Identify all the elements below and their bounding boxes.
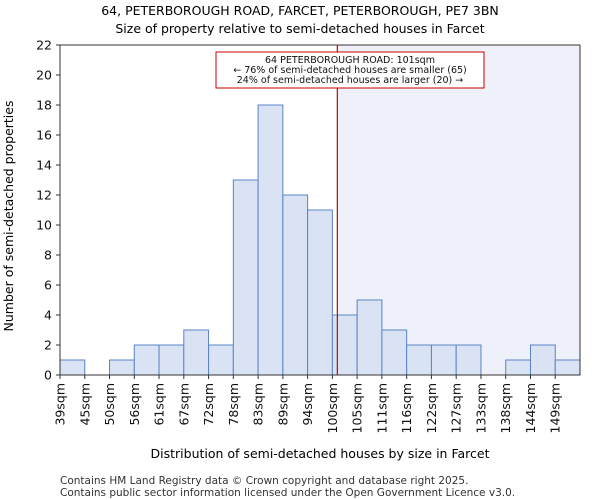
x-tick-label: 72sqm xyxy=(201,383,216,426)
x-tick-label: 122sqm xyxy=(424,383,439,433)
y-tick-label: 6 xyxy=(44,278,52,293)
bar-83sqm xyxy=(257,104,284,376)
x-tick-label: 138sqm xyxy=(498,383,513,433)
x-tick-label: 111sqm xyxy=(374,383,389,433)
x-tick-label: 116sqm xyxy=(399,383,414,433)
bar-50sqm xyxy=(109,359,135,376)
x-tick-label: 50sqm xyxy=(102,383,117,426)
x-tick-label: 94sqm xyxy=(300,383,315,426)
bar-56sqm xyxy=(133,344,160,376)
x-tick-label: 133sqm xyxy=(473,383,488,433)
bar-67sqm xyxy=(183,329,210,376)
annotation-box xyxy=(215,51,485,89)
bar-149sqm xyxy=(554,359,581,376)
bar-61sqm xyxy=(158,344,185,376)
x-axis-label: Distribution of semi-detached houses by … xyxy=(151,446,490,461)
bar-127sqm xyxy=(455,344,482,376)
bar-122sqm xyxy=(430,344,457,376)
x-tick-label: 149sqm xyxy=(548,383,563,433)
x-tick-label: 83sqm xyxy=(251,383,266,426)
y-tick-label: 20 xyxy=(36,68,52,83)
annotation-line-1: 64 PETERBOROUGH ROAD: 101sqm xyxy=(265,55,435,66)
y-tick-label: 2 xyxy=(44,338,52,353)
x-tick-label: 61sqm xyxy=(152,383,167,426)
footer-line-2: Contains public sector information licen… xyxy=(60,487,515,499)
x-tick-label: 105sqm xyxy=(350,383,365,433)
plot-area: 0 2 4 6 8 10 12 14 16 18 20 22 39sqm 45sqm 50sqm 56sqm 6… xyxy=(36,38,581,433)
y-tick-label: 18 xyxy=(36,98,52,113)
bar-72sqm xyxy=(208,344,234,376)
bar-116sqm xyxy=(406,344,432,376)
x-tick-label: 45sqm xyxy=(77,383,92,426)
y-tick-label: 8 xyxy=(44,248,52,263)
y-tick-label: 16 xyxy=(36,128,52,143)
y-tick-label: 22 xyxy=(36,38,52,53)
x-tick-label: 39sqm xyxy=(53,383,68,426)
y-tick-label: 12 xyxy=(36,188,52,203)
x-tick-label: 100sqm xyxy=(325,383,340,433)
x-tick-label: 56sqm xyxy=(127,383,142,426)
bar-89sqm xyxy=(282,194,309,376)
bar-94sqm xyxy=(307,209,333,376)
x-tick-label: 89sqm xyxy=(275,383,290,426)
bar-111sqm xyxy=(381,329,408,376)
y-tick-label: 10 xyxy=(36,218,52,233)
bar-100sqm xyxy=(331,314,358,376)
bar-78sqm xyxy=(232,179,259,376)
bar-39sqm xyxy=(59,359,86,376)
y-tick-label: 4 xyxy=(44,308,52,323)
footer-line-1: Contains HM Land Registry data © Crown c… xyxy=(60,475,468,487)
y-axis-label: Number of semi-detached properties xyxy=(1,101,16,332)
bar-144sqm xyxy=(529,344,556,376)
annotation-line-2: ← 76% of semi-detached houses are smalle… xyxy=(233,65,467,76)
x-tick-label: 127sqm xyxy=(449,383,464,433)
x-tick-label: 144sqm xyxy=(523,383,538,433)
x-tick-label: 67sqm xyxy=(176,383,191,426)
bar-105sqm xyxy=(356,299,383,376)
chart-title: 64, PETERBOROUGH ROAD, FARCET, PETERBORO… xyxy=(101,3,499,18)
annotation-line-3: 24% of semi-detached houses are larger (… xyxy=(237,75,464,86)
bar-138sqm xyxy=(505,359,531,376)
y-tick-label: 14 xyxy=(36,158,52,173)
chart-subtitle: Size of property relative to semi-detach… xyxy=(115,21,484,36)
x-tick-label: 78sqm xyxy=(226,383,241,426)
y-tick-label: 0 xyxy=(44,368,52,383)
